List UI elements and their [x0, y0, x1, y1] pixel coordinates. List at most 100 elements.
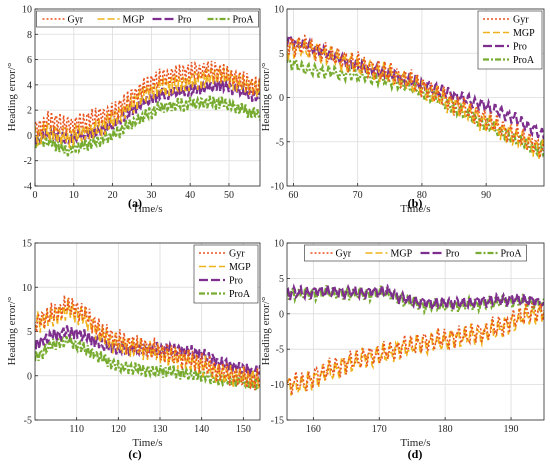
panel-2: 60 70 80 90 -10 -5 0 5 10 Gyr MGP Pro ProA Time/s Head…: [260, 5, 545, 215]
data-point-gyr: [217, 370, 220, 373]
legend-label-mgp: MGP: [123, 15, 145, 26]
data-point-gyr: [65, 124, 67, 127]
data-point-proa: [67, 339, 70, 342]
legend-label-proa: ProA: [229, 289, 251, 300]
data-point-pro: [404, 298, 407, 301]
data-point-proa: [204, 101, 207, 104]
y-tick-label: 5: [27, 327, 32, 338]
data-point-pro: [234, 366, 236, 368]
data-point-mgp: [235, 81, 238, 84]
data-point-mgp: [483, 332, 486, 335]
data-point-gyr: [67, 304, 70, 306]
y-tick-label: -2: [24, 156, 32, 167]
data-point-proa: [142, 115, 145, 118]
legend-label-pro: Pro: [513, 42, 527, 53]
series-line-mgp: [287, 303, 544, 396]
data-point-proa: [167, 370, 170, 373]
data-point-proa: [331, 71, 333, 74]
y-axis-label: Heading error/°: [260, 297, 272, 366]
data-point-proa: [100, 357, 103, 359]
data-point-pro: [173, 91, 176, 94]
data-point-gyr: [511, 132, 513, 134]
data-point-gyr: [167, 352, 170, 355]
x-tick-label: 110: [69, 424, 84, 435]
data-point-mgp: [530, 143, 532, 146]
data-point-mgp: [382, 71, 385, 74]
axes-box: [286, 8, 545, 187]
data-point-pro: [424, 302, 427, 305]
data-point-gyr: [189, 71, 191, 73]
series-line-mgp: [35, 298, 260, 390]
data-point-proa: [84, 348, 86, 351]
data-point-gyr: [408, 79, 410, 81]
x-tick-label: 10: [69, 190, 79, 201]
y-tick-label: 10: [22, 283, 32, 294]
data-point-gyr: [444, 337, 447, 340]
legend: Gyr MGP Pro ProA: [304, 244, 527, 262]
data-point-gyr: [530, 141, 532, 143]
data-point-mgp: [167, 355, 170, 358]
data-point-proa: [111, 134, 114, 137]
y-tick-label: 10: [274, 5, 284, 16]
plot-area: [287, 243, 544, 420]
series-line-gyr: [287, 34, 544, 158]
x-tick-label: 120: [111, 424, 126, 435]
data-point-pro: [365, 291, 367, 294]
y-tick-label: -5: [276, 345, 284, 356]
data-point-gyr: [523, 313, 525, 315]
data-point-gyr: [250, 379, 253, 382]
series-line-proa: [35, 95, 260, 157]
data-point-pro: [49, 132, 52, 134]
y-tick-label: 10: [22, 5, 32, 16]
data-point-gyr: [306, 380, 308, 382]
x-tick-label: 70: [353, 190, 363, 201]
data-point-proa: [96, 141, 98, 143]
series-line-gyr: [35, 295, 260, 391]
data-point-mgp: [158, 86, 160, 89]
x-tick-label: 190: [504, 424, 519, 435]
data-point-pro: [345, 291, 348, 294]
data-point-pro: [50, 335, 53, 337]
data-point-gyr: [84, 313, 86, 315]
data-point-mgp: [444, 339, 447, 342]
y-tick-label: -4: [24, 182, 32, 193]
data-point-proa: [150, 370, 153, 373]
x-tick-label: 130: [153, 424, 168, 435]
data-point-pro: [127, 111, 129, 114]
y-tick-label: -5: [24, 416, 32, 427]
y-tick-label: -5: [276, 137, 284, 148]
data-point-gyr: [234, 375, 236, 377]
data-point-gyr: [96, 115, 98, 118]
data-point-pro: [325, 290, 328, 292]
x-tick-label: 40: [185, 190, 195, 201]
data-point-mgp: [345, 364, 348, 366]
data-point-proa: [382, 79, 385, 81]
data-point-proa: [50, 344, 53, 346]
legend-box: [304, 244, 527, 262]
data-point-mgp: [434, 94, 436, 96]
x-tick-label: 0: [33, 190, 38, 201]
data-point-proa: [220, 101, 222, 104]
data-point-gyr: [204, 68, 207, 71]
data-point-proa: [217, 379, 220, 382]
data-point-pro: [67, 330, 70, 333]
panel-label: (b): [408, 196, 423, 210]
data-point-gyr: [150, 348, 153, 351]
data-point-proa: [158, 106, 160, 109]
data-point-gyr: [200, 361, 203, 364]
data-point-pro: [530, 127, 532, 130]
data-point-gyr: [305, 45, 308, 47]
legend-label-gyr: Gyr: [229, 249, 245, 260]
data-point-gyr: [111, 111, 114, 114]
data-point-gyr: [459, 105, 462, 108]
series-line-gyr: [35, 60, 260, 136]
data-point-gyr: [503, 323, 506, 326]
data-point-mgp: [424, 342, 427, 345]
x-tick-label: 60: [288, 190, 298, 201]
data-point-proa: [408, 85, 410, 87]
data-point-gyr: [142, 86, 145, 89]
x-axis-label: Time/s: [132, 203, 162, 215]
axes-box: [34, 242, 261, 421]
y-tick-label: 4: [27, 80, 32, 91]
data-point-gyr: [365, 355, 367, 358]
